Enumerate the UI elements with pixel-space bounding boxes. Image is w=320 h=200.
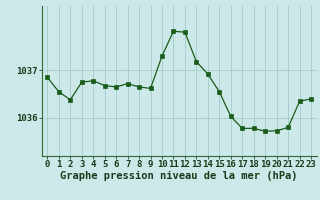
X-axis label: Graphe pression niveau de la mer (hPa): Graphe pression niveau de la mer (hPa) [60, 171, 298, 181]
